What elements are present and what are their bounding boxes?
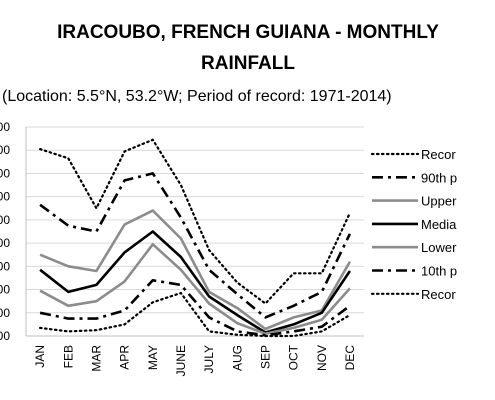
y-axis-tick-labels: 00 00 00 00 00 00 00 00 00 00	[0, 120, 10, 343]
x-tick-label: DEC	[343, 345, 357, 371]
x-tick-label: FEB	[61, 345, 75, 368]
x-axis-tick-labels: JAN FEB MAR APR MAY JUNE JULY AUG SEP OCT NOV DEC	[33, 344, 357, 376]
x-tick-label: AUG	[230, 345, 244, 371]
legend-label: Media	[421, 217, 457, 232]
series-line-3	[39, 209, 352, 331]
series-line-5	[39, 243, 351, 336]
y-tick-label: 00	[0, 259, 10, 273]
chart-title-line1: IRACOUBO, FRENCH GUIANA - MONTHLY	[57, 22, 439, 43]
x-tick-label: MAR	[89, 345, 103, 372]
series-line-4	[39, 230, 351, 334]
chart-title-line2: RAINFALL	[201, 53, 295, 74]
y-tick-label: 00	[0, 236, 10, 250]
x-tick-label: APR	[118, 345, 132, 370]
series-line-2	[39, 172, 352, 319]
legend-label: Lower	[421, 240, 457, 255]
y-tick-label: 00	[0, 166, 10, 180]
x-tick-label: OCT	[287, 344, 301, 370]
y-tick-label: 00	[0, 120, 10, 134]
legend: Recor 90th p Upper Media Lower 10th p Recor	[370, 147, 457, 302]
legend-label: 90th p	[421, 170, 457, 185]
x-tick-label: MAY	[146, 345, 160, 370]
x-tick-label: NOV	[315, 345, 329, 371]
series-line-7	[38, 291, 351, 338]
series-line-1	[38, 138, 351, 305]
y-tick-label: 00	[0, 190, 10, 204]
x-tick-label: SEP	[258, 345, 272, 369]
x-tick-label: JUNE	[174, 345, 188, 376]
legend-label: Upper	[421, 194, 457, 209]
series-lines	[38, 138, 352, 338]
y-tick-label: 00	[0, 143, 10, 157]
series-line-6	[39, 278, 351, 337]
x-tick-label: JAN	[33, 345, 47, 368]
y-tick-label: 00	[0, 283, 10, 297]
y-tick-label: 00	[0, 306, 10, 320]
chart-subtitle: (Location: 5.5°N, 53.2°W; Period of reco…	[2, 88, 392, 105]
y-tick-label: 00	[0, 329, 10, 343]
y-tick-label: 00	[0, 213, 10, 227]
legend-label: 10th p	[421, 264, 457, 279]
x-tick-label: JULY	[202, 345, 216, 373]
legend-label: Recor	[421, 287, 456, 302]
legend-label: Recor	[421, 147, 456, 162]
